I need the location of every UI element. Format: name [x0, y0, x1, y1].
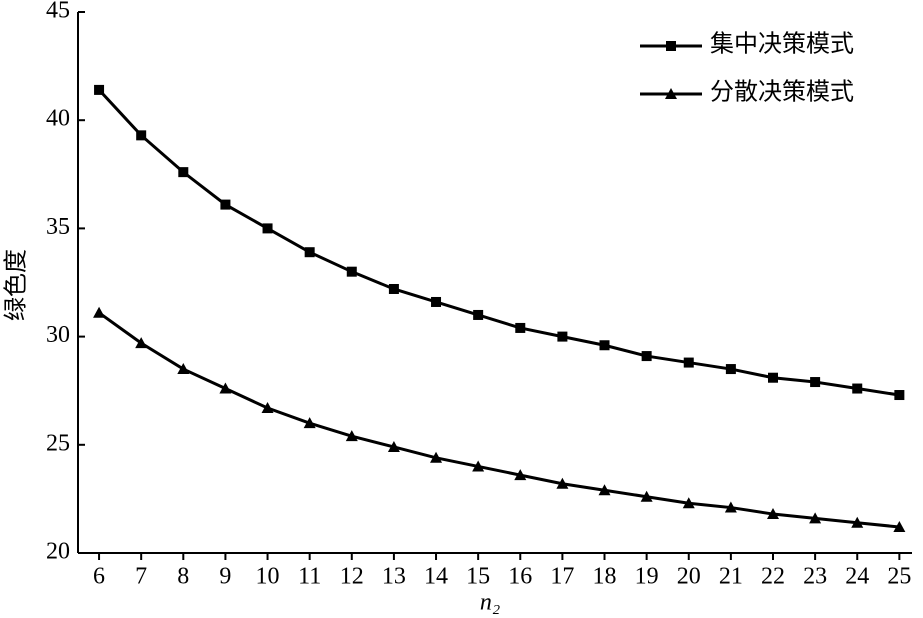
x-tick-label: 12	[340, 564, 364, 590]
marker	[472, 460, 485, 472]
marker	[514, 469, 527, 481]
x-tick-label: 9	[219, 564, 231, 590]
x-tick-label: 17	[550, 564, 574, 590]
marker	[303, 417, 316, 429]
marker	[809, 512, 822, 524]
x-tick-label: 22	[761, 564, 785, 590]
y-tick-label: 25	[46, 430, 70, 456]
marker	[262, 223, 273, 234]
x-tick-label: 25	[887, 564, 911, 590]
marker	[388, 283, 399, 294]
marker	[683, 357, 694, 368]
x-tick-label: 13	[382, 564, 406, 590]
x-tick-label: 16	[508, 564, 532, 590]
x-tick-label: 24	[845, 564, 869, 590]
x-tick-label: 8	[177, 564, 189, 590]
marker	[851, 516, 864, 528]
marker	[640, 490, 653, 502]
marker	[893, 521, 906, 533]
marker	[810, 377, 821, 388]
x-tick-label: 15	[466, 564, 490, 590]
marker	[724, 501, 737, 513]
x-tick-label: 7	[135, 564, 147, 590]
y-tick-label: 35	[46, 214, 70, 240]
y-tick-label: 20	[46, 539, 70, 565]
marker	[557, 331, 568, 342]
marker	[767, 508, 779, 520]
marker	[599, 340, 610, 351]
x-tick-label: 11	[298, 564, 321, 590]
marker	[178, 167, 189, 178]
x-tick-label: 21	[719, 564, 743, 590]
marker	[304, 247, 315, 258]
marker	[598, 484, 611, 496]
series-line	[98, 311, 900, 529]
marker	[220, 199, 231, 210]
marker	[136, 130, 147, 141]
marker	[431, 296, 442, 307]
marker	[725, 364, 736, 375]
marker	[556, 477, 569, 489]
marker	[135, 337, 148, 349]
marker	[387, 440, 400, 452]
marker	[177, 363, 190, 375]
y-tick-label: 30	[46, 322, 70, 348]
x-tick-label: 23	[803, 564, 827, 590]
y-axis-label: 绿色度	[3, 249, 30, 321]
marker	[346, 266, 357, 277]
marker	[768, 372, 778, 383]
marker	[94, 84, 105, 95]
y-tick-label: 40	[46, 106, 70, 132]
x-tick-label: 18	[593, 564, 617, 590]
x-tick-label: 14	[424, 564, 448, 590]
legend-marker	[666, 41, 676, 51]
x-tick-label: 20	[677, 564, 701, 590]
legend-label: 分散决策模式	[710, 79, 854, 106]
series-line	[97, 88, 900, 397]
marker	[682, 497, 695, 509]
legend-label: 集中决策模式	[710, 31, 854, 58]
x-tick-label: 6	[93, 564, 105, 590]
x-tick-label: 10	[256, 564, 280, 590]
marker	[93, 306, 106, 318]
marker	[641, 351, 652, 362]
marker	[345, 430, 358, 442]
marker	[473, 309, 484, 320]
marker	[852, 383, 863, 394]
x-axis-label: n₂	[480, 590, 500, 616]
legend-marker	[665, 88, 677, 99]
marker	[894, 390, 905, 401]
marker	[430, 451, 443, 463]
y-tick-label: 45	[46, 0, 70, 24]
marker	[261, 402, 274, 414]
marker	[515, 322, 526, 333]
x-tick-label: 19	[635, 564, 659, 590]
marker	[219, 382, 232, 394]
